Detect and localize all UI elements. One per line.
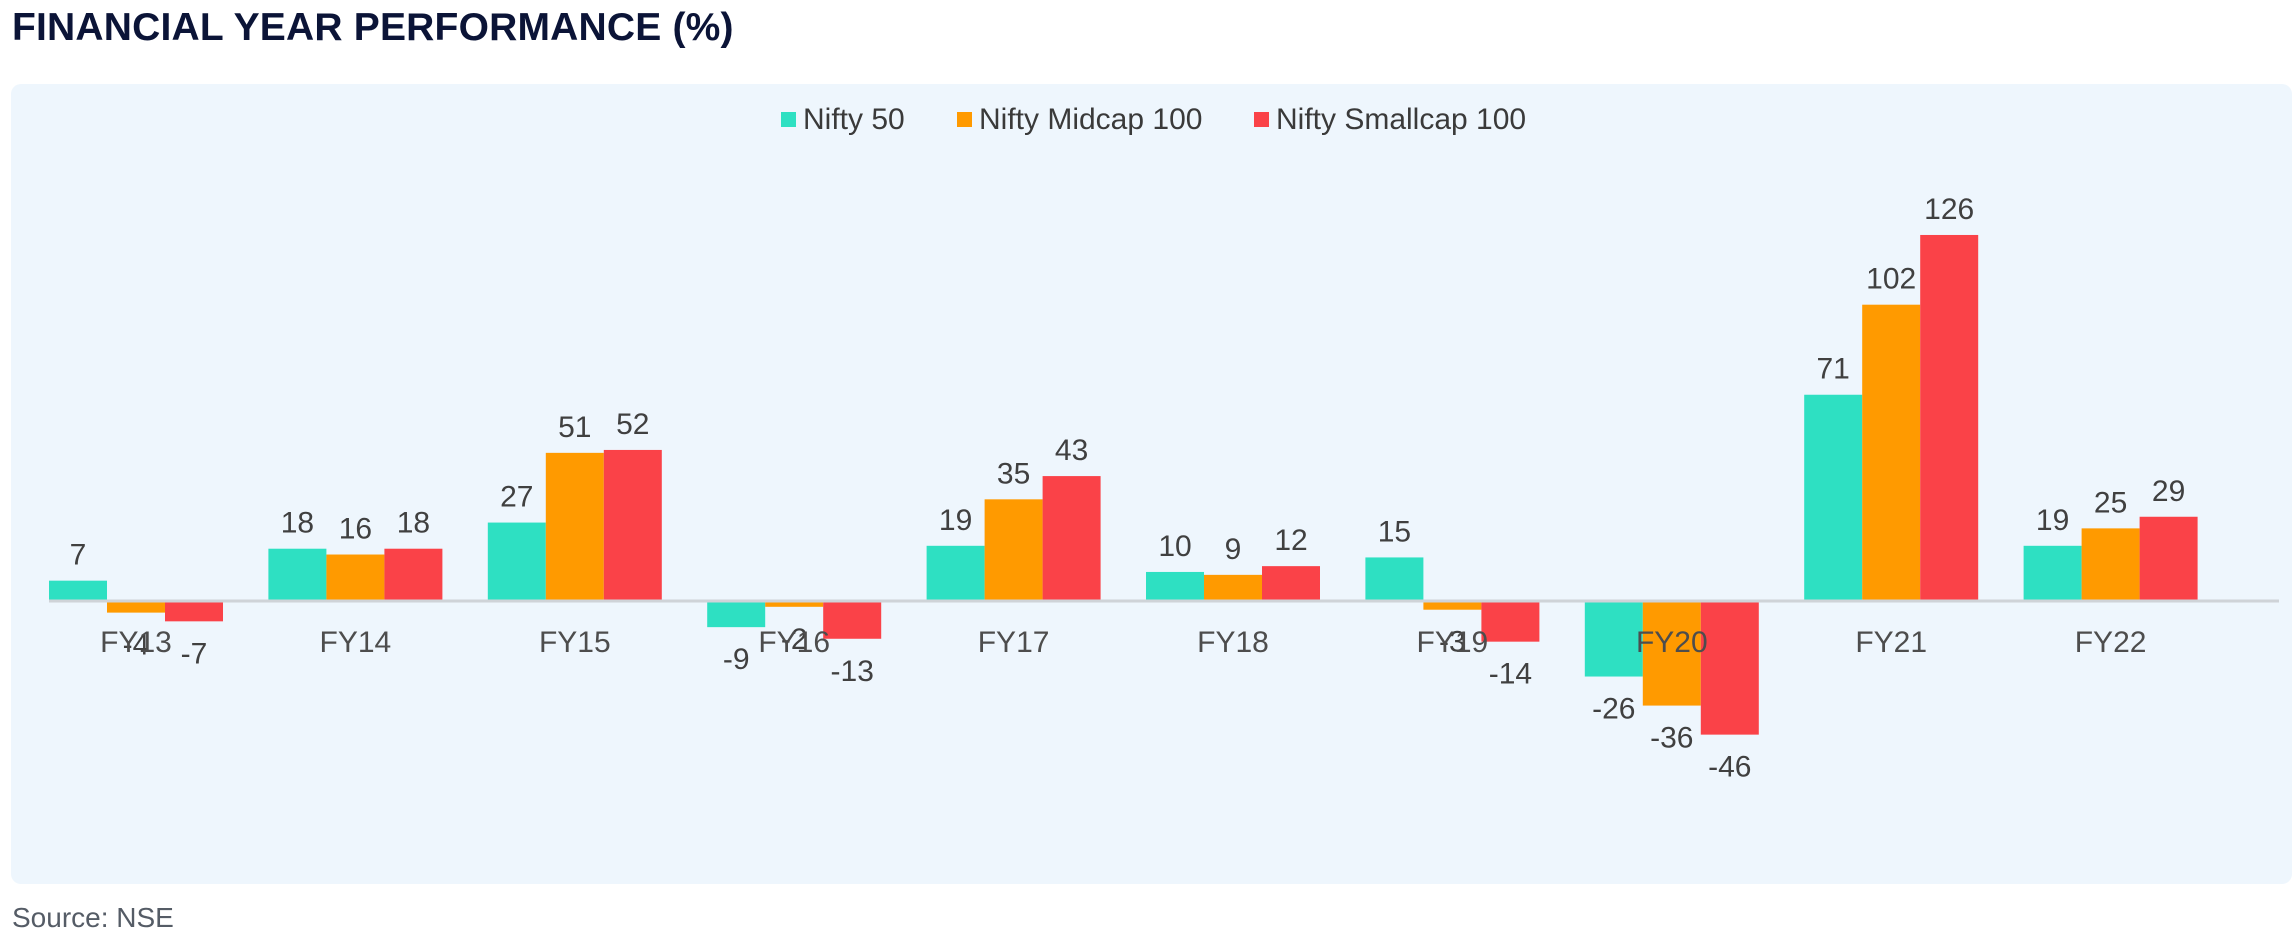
bar-fy22-series-1 [2023,545,2082,601]
bar-fy13-series-3 [165,601,223,622]
bar-fy15-series-3 [603,449,662,601]
x-tick-label-fy14: FY14 [320,626,392,659]
data-label-fy22-series-1: 19 [2036,504,2069,537]
bar-fy20-series-2 [1642,601,1701,706]
x-axis-ticks: FY13 FY14 FY15 FY16 FY17 FY18 FY19 FY20 FY21 FY22 [100,626,2146,659]
bar-fy17-series-1 [926,545,985,601]
data-label-fy13-series-1: 7 [70,539,87,572]
bar-fy21-series-3 [1920,234,1979,601]
source-note: Source: NSE [12,902,174,933]
legend-swatch-series-2 [957,112,972,127]
data-label-fy19-series-3: -14 [1489,658,1532,691]
data-label-fy18-series-3: 12 [1274,524,1307,557]
data-label-fy15-series-3: 52 [616,408,649,441]
x-tick-label-fy22: FY22 [2075,626,2147,659]
x-tick-label-fy19: FY19 [1417,626,1489,659]
bar-fy13-series-1 [49,580,107,601]
bar-fy16-series-3 [823,601,882,639]
data-label-fy13-series-2: -4 [123,629,150,662]
x-tick-label-fy20: FY20 [1636,626,1708,659]
bar-fy20-series-1 [1584,601,1643,677]
data-label-fy15-series-2: 51 [558,411,591,444]
bar-fy20-series-3 [1700,601,1759,735]
x-tick-label-fy13: FY13 [100,626,172,659]
bar-fy14-series-2 [326,554,385,601]
data-label-fy15-series-1: 27 [500,481,533,514]
data-label-fy20-series-1: -26 [1592,693,1635,726]
bar-fy18-series-1 [1146,571,1204,601]
bar-fy15-series-2 [545,452,604,601]
data-label-fy21-series-2: 102 [1866,263,1916,296]
data-label-fy16-series-2: -2 [781,623,808,656]
x-tick-label-fy15: FY15 [539,626,611,659]
legend-swatch-series-1 [781,112,796,127]
data-label-fy17-series-3: 43 [1055,434,1088,467]
bar-fy19-series-3 [1481,601,1540,642]
bar-fy13-series-2 [107,601,165,613]
bar-fy17-series-2 [984,499,1043,601]
data-label-fy17-series-2: 35 [997,457,1030,490]
data-label-fy21-series-3: 126 [1924,193,1974,226]
bar-fy17-series-3 [1042,476,1101,601]
legend-label-series-3: Nifty Smallcap 100 [1276,103,1526,136]
data-label-fy19-series-1: 15 [1378,515,1411,548]
x-tick-label-fy16: FY16 [758,626,830,659]
bar-fy19-series-1 [1365,557,1424,601]
bar-fy22-series-3 [2139,516,2198,601]
chart-panel: Nifty 50 Nifty Midcap 100 Nifty Smallcap 1… [11,84,2292,884]
chart-title: FINANCIAL YEAR PERFORMANCE (%) [12,6,734,49]
bar-fy16-series-1 [707,601,766,628]
bar-chart: Nifty 50 Nifty Midcap 100 Nifty Smallcap 1… [49,103,2279,784]
bar-fy22-series-2 [2081,528,2140,601]
bar-fy14-series-3 [384,548,443,601]
bar-fy21-series-2 [1862,304,1921,601]
data-label-fy20-series-2: -36 [1650,722,1693,755]
bars [49,234,2198,735]
data-label-fy19-series-2: -3 [1439,626,1466,659]
bar-fy16-series-2 [765,601,824,607]
chart-legend: Nifty 50 Nifty Midcap 100 Nifty Smallcap 1… [781,103,1526,136]
data-label-fy16-series-3: -13 [831,655,874,688]
data-label-fy22-series-3: 29 [2152,475,2185,508]
data-label-fy14-series-3: 18 [397,507,430,540]
legend-label-series-2: Nifty Midcap 100 [979,103,1202,136]
data-label-fy13-series-3: -7 [181,637,208,670]
bar-fy15-series-1 [487,522,546,601]
data-label-fy14-series-2: 16 [339,513,372,546]
legend-swatch-series-3 [1254,112,1269,127]
data-label-fy18-series-1: 10 [1158,530,1191,563]
data-label-fy16-series-1: -9 [723,643,750,676]
x-tick-label-fy21: FY21 [1855,626,1927,659]
data-label-fy21-series-1: 71 [1817,353,1850,386]
data-label-fy22-series-2: 25 [2094,486,2127,519]
bar-fy18-series-3 [1262,566,1320,601]
x-tick-label-fy17: FY17 [978,626,1050,659]
bar-fy19-series-2 [1423,601,1482,610]
data-label-fy17-series-1: 19 [939,504,972,537]
bar-fy21-series-1 [1804,394,1863,601]
data-label-fy14-series-1: 18 [281,507,314,540]
data-label-fy20-series-3: -46 [1708,751,1751,784]
x-tick-label-fy18: FY18 [1197,626,1269,659]
bar-fy18-series-2 [1204,574,1262,601]
data-label-fy18-series-2: 9 [1225,533,1242,566]
legend-label-series-1: Nifty 50 [803,103,905,136]
bar-fy14-series-1 [268,548,327,601]
